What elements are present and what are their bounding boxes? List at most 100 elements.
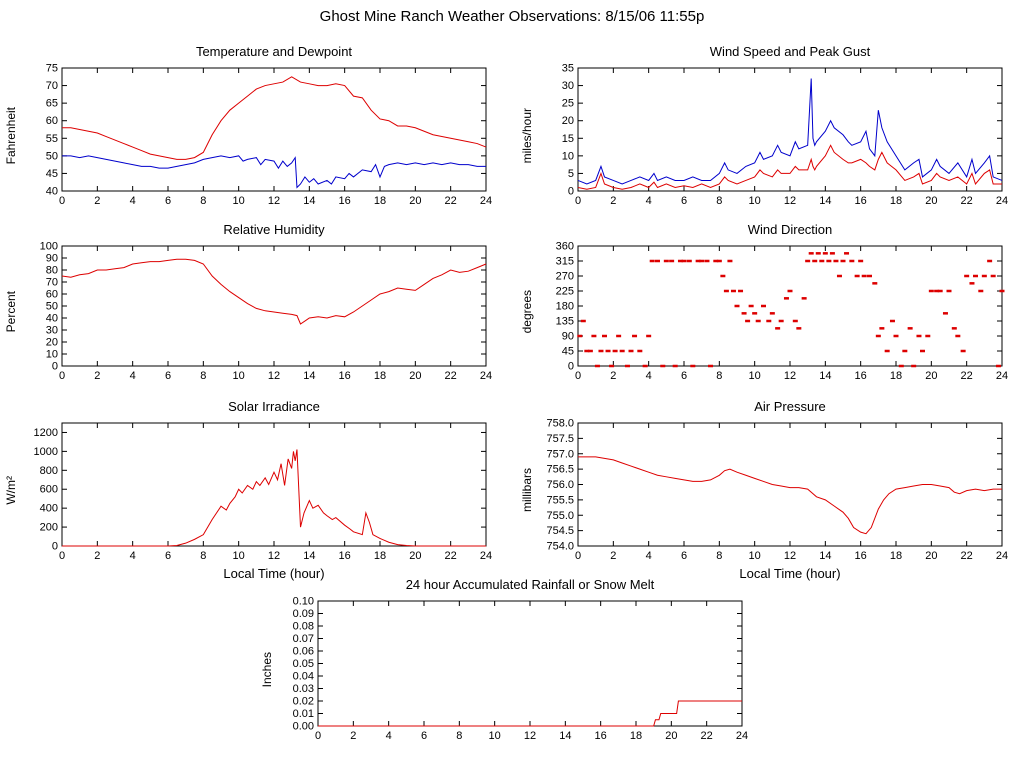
chart-title: Relative Humidity bbox=[223, 222, 325, 237]
svg-text:70: 70 bbox=[46, 80, 58, 92]
svg-text:0: 0 bbox=[568, 186, 574, 198]
svg-text:0.08: 0.08 bbox=[293, 621, 314, 633]
svg-text:4: 4 bbox=[130, 195, 136, 207]
svg-text:8: 8 bbox=[716, 370, 722, 382]
y-axis-label: miles/hour bbox=[520, 107, 534, 164]
svg-text:22: 22 bbox=[961, 370, 973, 382]
solar-irradiance-plot: 0 2 4 6 8 10 12 14 16 18 20 22 240200400600800100012… bbox=[34, 422, 492, 562]
rainfall-plot: 0 2 4 6 8 10 12 14 16 18 20 22 240.000.010.020.030.0… bbox=[293, 596, 749, 743]
svg-text:4: 4 bbox=[646, 195, 652, 207]
svg-text:758.0: 758.0 bbox=[546, 418, 574, 430]
svg-text:70: 70 bbox=[46, 277, 58, 289]
svg-text:10: 10 bbox=[749, 370, 761, 382]
svg-text:20: 20 bbox=[46, 337, 58, 349]
svg-text:2: 2 bbox=[94, 370, 100, 382]
svg-text:6: 6 bbox=[165, 370, 171, 382]
chart-relative-humidity: Relative Humidity Percent 0 2 4 6 8 10 12 14 16 1… bbox=[0, 222, 500, 384]
chart-title: 24 hour Accumulated Rainfall or Snow Mel… bbox=[405, 577, 655, 592]
svg-text:55: 55 bbox=[46, 133, 58, 145]
svg-text:40: 40 bbox=[46, 186, 58, 198]
relative-humidity-plot: 0 2 4 6 8 10 12 14 16 18 20 22 240102030405060708090… bbox=[40, 241, 492, 383]
svg-text:65: 65 bbox=[46, 98, 58, 110]
svg-text:0.01: 0.01 bbox=[293, 708, 314, 720]
chart-title: Temperature and Dewpoint bbox=[195, 44, 353, 59]
svg-text:14: 14 bbox=[303, 550, 315, 562]
svg-text:45: 45 bbox=[46, 168, 58, 180]
svg-text:100: 100 bbox=[40, 241, 58, 253]
svg-text:755.0: 755.0 bbox=[546, 510, 574, 522]
svg-text:0.09: 0.09 bbox=[293, 608, 314, 620]
svg-text:754.5: 754.5 bbox=[546, 525, 574, 537]
svg-text:10: 10 bbox=[46, 349, 58, 361]
svg-text:25: 25 bbox=[562, 98, 574, 110]
svg-text:12: 12 bbox=[268, 370, 280, 382]
svg-text:20: 20 bbox=[925, 370, 937, 382]
chart-title: Wind Direction bbox=[747, 222, 833, 237]
svg-text:270: 270 bbox=[556, 271, 574, 283]
page-title: Ghost Mine Ranch Weather Observations: 8… bbox=[319, 8, 705, 25]
chart-title: Air Pressure bbox=[754, 399, 826, 414]
svg-text:0.03: 0.03 bbox=[293, 683, 314, 695]
svg-text:6: 6 bbox=[165, 195, 171, 207]
svg-text:22: 22 bbox=[445, 195, 457, 207]
svg-text:22: 22 bbox=[961, 550, 973, 562]
svg-text:24: 24 bbox=[996, 370, 1008, 382]
chart-rainfall: 24 hour Accumulated Rainfall or Snow Mel… bbox=[256, 577, 756, 744]
svg-text:14: 14 bbox=[819, 195, 831, 207]
chart-solar-irradiance: Solar Irradiance W/m² 0 2 4 6 8 10 12 14 16 18 20 2… bbox=[0, 399, 500, 581]
x-axis-label: Local Time (hour) bbox=[223, 566, 325, 581]
y-axis-label: W/m² bbox=[4, 476, 18, 505]
x-axis-label: Local Time (hour) bbox=[739, 566, 841, 581]
svg-text:1000: 1000 bbox=[34, 446, 58, 458]
svg-text:18: 18 bbox=[630, 730, 642, 742]
svg-text:22: 22 bbox=[445, 370, 457, 382]
y-axis-label: Percent bbox=[4, 291, 18, 333]
svg-text:4: 4 bbox=[646, 370, 652, 382]
svg-text:24: 24 bbox=[996, 550, 1008, 562]
svg-text:30: 30 bbox=[46, 325, 58, 337]
svg-text:18: 18 bbox=[890, 370, 902, 382]
svg-text:8: 8 bbox=[716, 550, 722, 562]
svg-text:22: 22 bbox=[701, 730, 713, 742]
svg-text:12: 12 bbox=[524, 730, 536, 742]
svg-text:24: 24 bbox=[736, 730, 748, 742]
svg-text:315: 315 bbox=[556, 256, 574, 268]
chart-wind-direction: Wind Direction degrees 0 2 4 6 8 10 12 14 16 18 20… bbox=[516, 222, 1016, 384]
svg-text:60: 60 bbox=[46, 115, 58, 127]
svg-text:75: 75 bbox=[46, 63, 58, 75]
svg-text:18: 18 bbox=[374, 195, 386, 207]
svg-text:0.04: 0.04 bbox=[293, 671, 314, 683]
svg-text:2: 2 bbox=[610, 370, 616, 382]
svg-text:0: 0 bbox=[315, 730, 321, 742]
svg-text:6: 6 bbox=[681, 550, 687, 562]
svg-text:20: 20 bbox=[925, 195, 937, 207]
svg-text:8: 8 bbox=[456, 730, 462, 742]
svg-text:24: 24 bbox=[480, 370, 492, 382]
svg-text:6: 6 bbox=[421, 730, 427, 742]
svg-text:2: 2 bbox=[610, 195, 616, 207]
svg-text:0.05: 0.05 bbox=[293, 658, 314, 670]
svg-text:2: 2 bbox=[94, 550, 100, 562]
svg-text:12: 12 bbox=[784, 370, 796, 382]
svg-text:200: 200 bbox=[40, 522, 58, 534]
svg-text:6: 6 bbox=[165, 550, 171, 562]
svg-text:14: 14 bbox=[303, 195, 315, 207]
svg-text:12: 12 bbox=[784, 195, 796, 207]
svg-text:10: 10 bbox=[233, 550, 245, 562]
svg-text:0: 0 bbox=[575, 550, 581, 562]
svg-text:16: 16 bbox=[855, 550, 867, 562]
svg-text:10: 10 bbox=[749, 195, 761, 207]
svg-text:8: 8 bbox=[200, 195, 206, 207]
svg-text:20: 20 bbox=[925, 550, 937, 562]
svg-text:22: 22 bbox=[445, 550, 457, 562]
air-pressure-plot: 0 2 4 6 8 10 12 14 16 18 20 22 24754.0754.5755.0755.… bbox=[546, 418, 1008, 563]
svg-text:16: 16 bbox=[339, 550, 351, 562]
svg-text:1200: 1200 bbox=[34, 427, 58, 439]
svg-text:14: 14 bbox=[819, 370, 831, 382]
svg-text:15: 15 bbox=[562, 133, 574, 145]
svg-text:800: 800 bbox=[40, 465, 58, 477]
wind-direction-plot: 0 2 4 6 8 10 12 14 16 18 20 22 240459013518022527031… bbox=[556, 241, 1008, 383]
y-axis-label: Inches bbox=[260, 651, 274, 688]
